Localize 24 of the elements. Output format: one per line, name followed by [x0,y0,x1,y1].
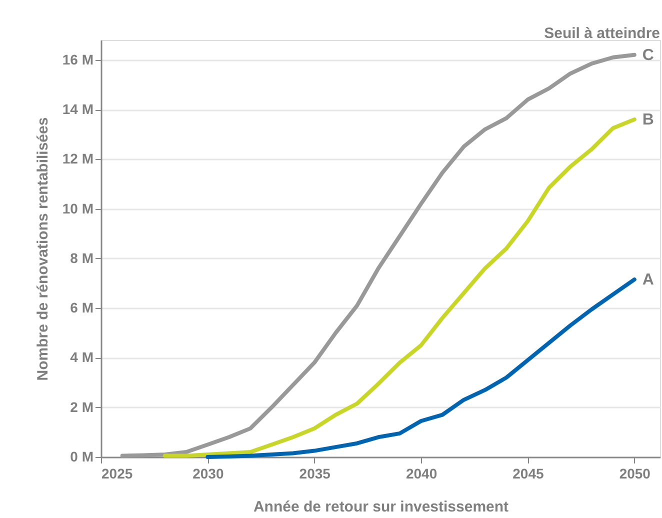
y-tick-label: 8 M [70,250,94,266]
line-series [120,52,636,458]
y-tick-label: 4 M [70,349,94,366]
x-tick-label: 2050 [619,466,651,482]
y-tick-label: 12 M [62,150,94,167]
x-tick-label: 2040 [406,466,438,482]
y-tick-label: 2 M [70,398,94,415]
y-tick-label: 10 M [62,200,94,216]
y-tick-label: 16 M [62,51,94,68]
x-tick-label: 2030 [192,466,224,482]
series-label: C [642,46,654,64]
series-label: B [642,111,654,128]
line-series [206,278,636,459]
annotation: Seuil à atteindre [544,25,660,42]
y-tick-label: 14 M [62,101,94,117]
line-series [163,117,636,458]
x-axis-title: Année de retour sur investissement [253,498,509,516]
x-tick-label: 2035 [299,466,331,482]
series-label: A [642,272,654,289]
x-tick-label: 2025 [102,466,133,482]
x-tick-label: 2045 [512,466,544,482]
y-tick-label: 0 M [70,448,94,464]
y-axis-title: Nombre de rénovations rentabilisées [34,117,52,381]
y-tick-label: 6 M [70,300,94,316]
